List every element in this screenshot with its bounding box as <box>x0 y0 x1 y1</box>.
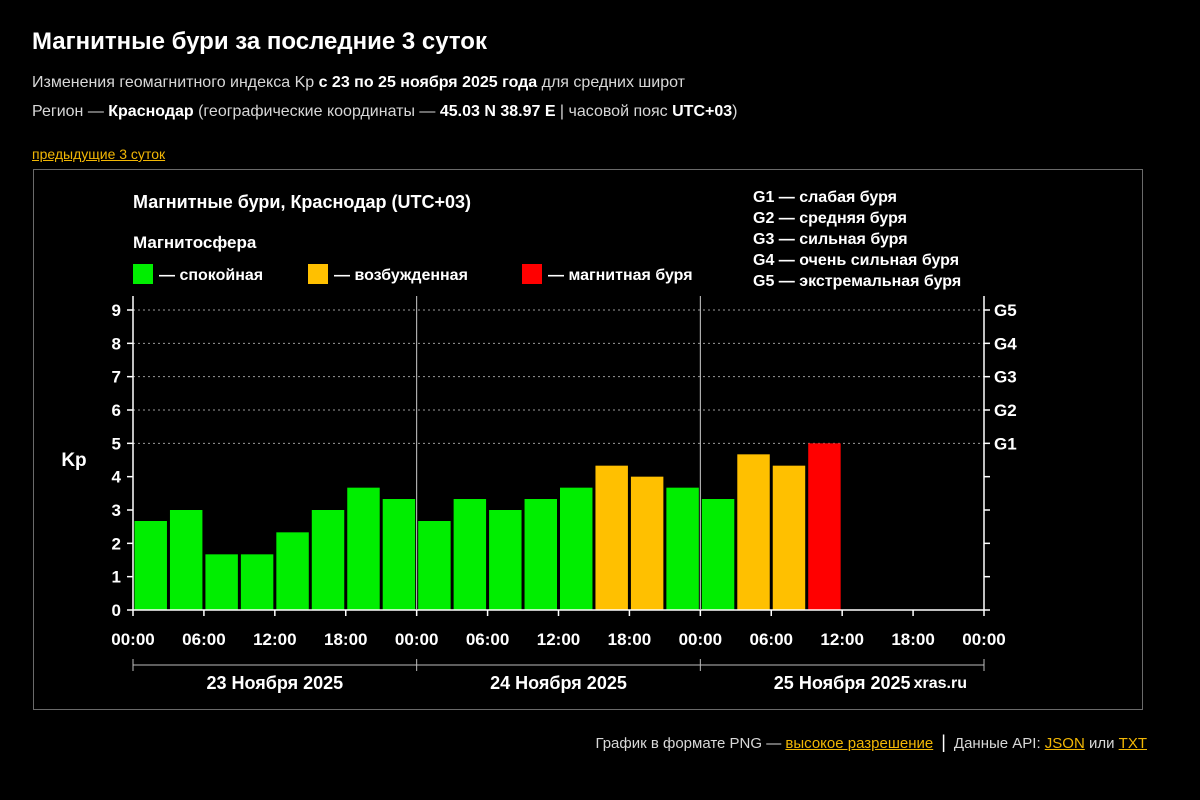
footer-separator: | <box>941 732 946 752</box>
json-link[interactable]: JSON <box>1044 735 1085 752</box>
legend-swatch-storm <box>522 264 542 284</box>
kp-chart: 0 1 2 3 4 5 6 7 8 9 G1 G2 G3 G4 G5 Kp 00:00 06:00 12:00 18:… <box>61 189 1017 693</box>
storm-level-label: G4 <box>994 334 1017 353</box>
kp-bar <box>382 499 416 610</box>
kp-bar <box>276 532 309 610</box>
day-label: 23 Ноября 2025 <box>206 673 343 693</box>
y-tick-label: 3 <box>112 501 121 520</box>
y-tick-label: 9 <box>112 301 121 320</box>
kp-bar <box>630 476 664 610</box>
storm-scale-entry: G4 — очень сильная буря <box>753 252 959 269</box>
day-label: 25 Ноября 2025 <box>774 673 911 693</box>
api-text: Данные API: <box>953 735 1045 752</box>
kp-bar <box>808 443 841 610</box>
grid-lines <box>133 309 984 444</box>
x-tick-label: 00:00 <box>395 630 438 649</box>
legend-label-excited: — возбужденная <box>334 267 468 284</box>
storm-level-label: G1 <box>994 434 1017 453</box>
bars <box>134 443 841 610</box>
period-description: Изменения геомагнитного индекса Kp с 23 … <box>32 74 685 92</box>
legend-label-storm: — магнитная буря <box>548 267 693 284</box>
or-text: или <box>1084 735 1119 752</box>
storm-level-label: G2 <box>994 401 1017 420</box>
kp-bar <box>772 465 806 610</box>
period-dates: с 23 по 25 ноября 2025 года <box>318 74 538 91</box>
x-tick-label: 06:00 <box>466 630 509 649</box>
region-prefix: Регион — <box>32 103 109 120</box>
x-tick-label: 12:00 <box>537 630 580 649</box>
tz-prefix: | часовой пояс <box>555 103 673 120</box>
region-close: ) <box>732 103 738 120</box>
storm-level-label: G5 <box>994 301 1017 320</box>
x-tick-label: 12:00 <box>820 630 863 649</box>
legend-label-calm: — спокойная <box>159 267 263 284</box>
x-tick-label: 06:00 <box>182 630 225 649</box>
y-tick-label: 5 <box>112 434 121 453</box>
storm-scale-entry: G5 — экстремальная буря <box>753 273 961 290</box>
kp-bar <box>347 487 380 610</box>
watermark: xras.ru <box>914 675 967 692</box>
y-tick-label: 8 <box>112 334 121 353</box>
y-tick-label: 2 <box>112 534 121 553</box>
region-name: Краснодар <box>108 103 194 120</box>
kp-bar <box>205 554 238 610</box>
coords-prefix: (географические координаты — <box>193 103 440 120</box>
storm-scale-entry: G2 — средняя буря <box>753 210 907 227</box>
storm-scale-entry: G3 — сильная буря <box>753 231 908 248</box>
kp-bar <box>701 499 735 610</box>
y-tick-label: 6 <box>112 401 121 420</box>
kp-bar <box>134 521 167 610</box>
kp-bar <box>453 499 487 610</box>
kp-bar <box>311 510 345 610</box>
y-tick-label: 1 <box>112 568 121 587</box>
x-tick-label: 00:00 <box>679 630 722 649</box>
txt-link[interactable]: TXT <box>1118 735 1147 752</box>
y-axis-label: Kp <box>61 450 86 471</box>
y-tick-label: 0 <box>112 601 121 620</box>
storm-level-label: G3 <box>994 368 1017 387</box>
x-tick-label: 00:00 <box>962 630 1005 649</box>
period-prefix: Изменения геомагнитного индекса Kp <box>32 74 319 91</box>
region-coords: 45.03 N 38.97 E <box>439 103 556 120</box>
period-suffix: для средних широт <box>537 74 685 91</box>
page-title: Магнитные бури за последние 3 суток <box>32 28 487 55</box>
previous-3-days-link[interactable]: предыдущие 3 суток <box>32 146 166 162</box>
x-tick-label: 00:00 <box>111 630 154 649</box>
x-tick-label: 06:00 <box>750 630 793 649</box>
chart-text: 0 1 2 3 4 5 6 7 8 9 G1 G2 G3 G4 G5 Kp 00:00 06:00 12:00 18:… <box>61 189 1017 693</box>
kp-bar <box>560 487 593 610</box>
footer: График в формате PNG — высокое разрешени… <box>595 732 1147 753</box>
png-text: График в формате PNG — <box>595 735 786 752</box>
day-label: 24 Ноября 2025 <box>490 673 627 693</box>
x-tick-label: 18:00 <box>324 630 367 649</box>
storm-scale-entry: G1 — слабая буря <box>753 189 897 206</box>
legend-swatch-calm <box>133 264 153 284</box>
y-tick-label: 4 <box>112 468 122 487</box>
chart-title: Магнитные бури, Краснодар (UTC+03) <box>133 192 471 212</box>
legend-title: Магнитосфера <box>133 233 257 252</box>
chart-frame: 0 1 2 3 4 5 6 7 8 9 G1 G2 G3 G4 G5 Kp 00:00 06:00 12:00 18:… <box>33 169 1143 710</box>
axes <box>127 296 990 671</box>
kp-bar <box>666 487 699 610</box>
kp-bar <box>489 510 522 610</box>
kp-bar <box>169 510 203 610</box>
legend-swatch-excited <box>308 264 328 284</box>
x-tick-label: 12:00 <box>253 630 296 649</box>
kp-bar <box>418 521 451 610</box>
region-description: Регион — Краснодар (географические коорд… <box>32 103 737 121</box>
kp-bar <box>240 554 274 610</box>
kp-bar <box>737 454 770 610</box>
kp-bar <box>595 465 628 610</box>
kp-bar <box>524 499 557 610</box>
high-resolution-link[interactable]: высокое разрешение <box>785 735 934 752</box>
x-tick-label: 18:00 <box>608 630 651 649</box>
y-tick-label: 7 <box>112 368 121 387</box>
x-tick-label: 18:00 <box>891 630 934 649</box>
region-timezone: UTC+03 <box>672 103 733 120</box>
